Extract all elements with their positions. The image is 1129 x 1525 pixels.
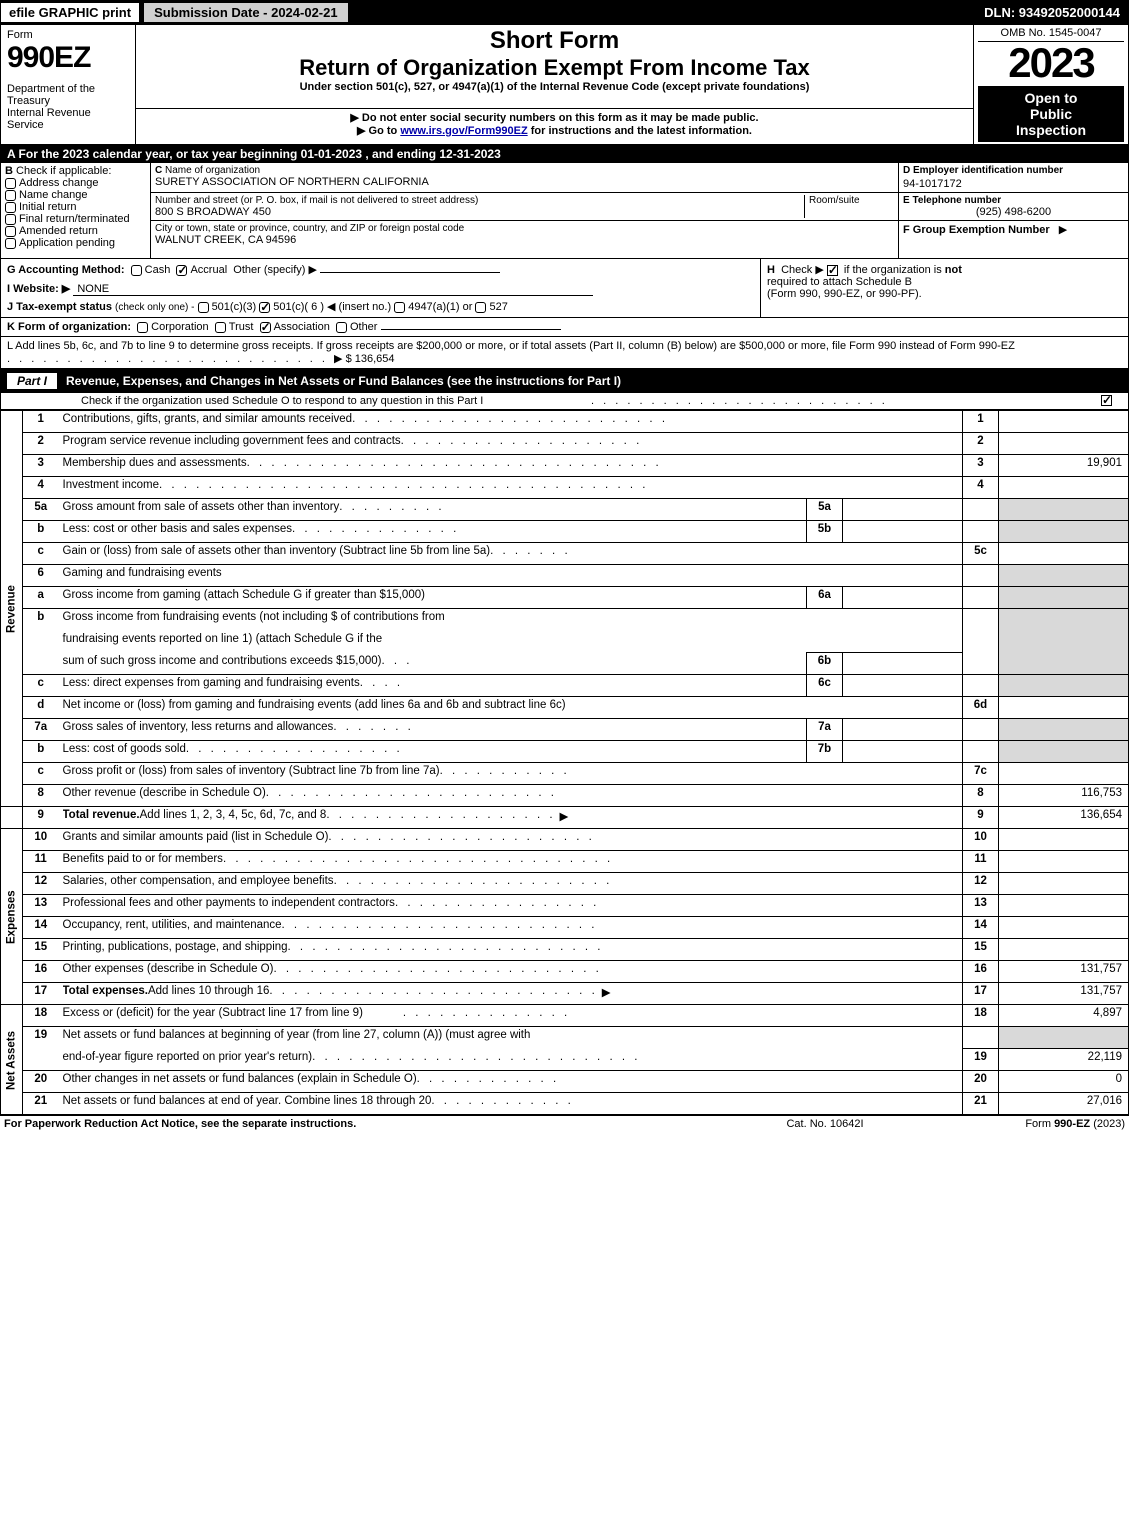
org-name: SURETY ASSOCIATION OF NORTHERN CALIFORNI…	[155, 176, 894, 188]
title-return: Return of Organization Exempt From Incom…	[146, 55, 963, 81]
form-number: 990EZ	[7, 41, 129, 75]
J-row: J Tax-exempt status (check only one) - 5…	[7, 300, 754, 313]
part1-check-line: Check if the organization used Schedule …	[0, 393, 1129, 410]
g-h-block: G Accounting Method: Cash Accrual Other …	[0, 258, 1129, 317]
form-header: Form 990EZ Department of the Treasury In…	[0, 24, 1129, 145]
part1-header: Part I Revenue, Expenses, and Changes in…	[0, 369, 1129, 393]
line19-amt: 22,119	[999, 1049, 1129, 1071]
chk-4947[interactable]	[394, 302, 405, 313]
line3-amt: 19,901	[999, 455, 1129, 477]
efile-label[interactable]: efile GRAPHIC print	[1, 3, 139, 22]
title-sub: Under section 501(c), 527, or 4947(a)(1)…	[146, 81, 963, 93]
line20-amt: 0	[999, 1071, 1129, 1093]
instr-ssn: ▶ Do not enter social security numbers o…	[146, 111, 963, 124]
line18-amt: 4,897	[999, 1005, 1129, 1027]
H-block: H Check ▶ if the organization is not req…	[767, 263, 1122, 300]
irs-link[interactable]: www.irs.gov/Form990EZ	[400, 125, 527, 137]
part1-title: Revenue, Expenses, and Changes in Net As…	[66, 374, 621, 388]
line21-amt: 27,016	[999, 1093, 1129, 1115]
B-header: B Check if applicable:	[5, 165, 146, 177]
L-row: L Add lines 5b, 6c, and 7b to line 9 to …	[0, 336, 1129, 369]
chk-accrual[interactable]	[176, 265, 187, 276]
chk-amended-return[interactable]: Amended return	[5, 225, 146, 237]
line9-amt: 136,654	[999, 807, 1129, 829]
dln: DLN: 93492052000144	[976, 3, 1128, 22]
ein: 94-1017172	[903, 176, 1124, 190]
G-label: G Accounting Method:	[7, 264, 125, 276]
E-label: E Telephone number	[903, 195, 1001, 206]
chk-schedule-o[interactable]	[1101, 395, 1112, 406]
chk-H[interactable]	[827, 265, 838, 276]
line16-amt: 131,757	[999, 961, 1129, 983]
K-row: K Form of organization: Corporation Trus…	[0, 317, 1129, 336]
chk-trust[interactable]	[215, 322, 226, 333]
chk-527[interactable]	[475, 302, 486, 313]
org-street: 800 S BROADWAY 450	[155, 206, 804, 218]
chk-assoc[interactable]	[260, 322, 271, 333]
org-info-block: B Check if applicable: Address change Na…	[0, 163, 1129, 258]
dept-line: Department of the Treasury	[7, 83, 129, 107]
part1-label: Part I	[6, 372, 58, 390]
title-short: Short Form	[146, 27, 963, 55]
footer-left: For Paperwork Reduction Act Notice, see …	[4, 1118, 725, 1130]
tax-year: 2023	[978, 42, 1124, 84]
website: NONE	[73, 283, 593, 296]
chk-name-change[interactable]: Name change	[5, 189, 146, 201]
top-bar: efile GRAPHIC print Submission Date - 20…	[0, 0, 1129, 24]
netassets-side-label: Net Assets	[1, 1005, 23, 1115]
chk-other-org[interactable]	[336, 322, 347, 333]
revenue-side-label: Revenue	[1, 411, 23, 807]
org-city: WALNUT CREEK, CA 94596	[155, 234, 894, 246]
lines-table: Revenue 1 Contributions, gifts, grants, …	[0, 410, 1129, 1115]
telephone: (925) 498-6200	[903, 206, 1124, 218]
line17-amt: 131,757	[999, 983, 1129, 1005]
chk-application-pending[interactable]: Application pending	[5, 237, 146, 249]
line8-amt: 116,753	[999, 785, 1129, 807]
chk-501c3[interactable]	[198, 302, 209, 313]
chk-501c[interactable]	[259, 302, 270, 313]
D-label: D Employer identification number	[903, 165, 1063, 176]
chk-initial-return[interactable]: Initial return	[5, 201, 146, 213]
instr-goto: ▶ Go to www.irs.gov/Form990EZ for instru…	[146, 124, 963, 137]
footer-right: Form 990-EZ (2023)	[925, 1118, 1125, 1130]
chk-cash[interactable]	[131, 265, 142, 276]
page-footer: For Paperwork Reduction Act Notice, see …	[0, 1115, 1129, 1132]
expenses-side-label: Expenses	[1, 829, 23, 1005]
chk-final-return[interactable]: Final return/terminated	[5, 213, 146, 225]
form-word: Form	[7, 29, 129, 41]
submission-date: Submission Date - 2024-02-21	[143, 2, 349, 23]
section-A-bar: A For the 2023 calendar year, or tax yea…	[0, 145, 1129, 163]
I-row: I Website: ▶ NONE	[7, 282, 754, 296]
footer-cat: Cat. No. 10642I	[725, 1118, 925, 1130]
F-label: F Group Exemption Number ▶	[903, 223, 1124, 236]
L-amount: ▶ $ 136,654	[334, 353, 394, 365]
open-to-public: Open to Public Inspection	[978, 86, 1124, 142]
irs-line: Internal Revenue Service	[7, 107, 129, 131]
chk-corp[interactable]	[137, 322, 148, 333]
chk-address-change[interactable]: Address change	[5, 177, 146, 189]
